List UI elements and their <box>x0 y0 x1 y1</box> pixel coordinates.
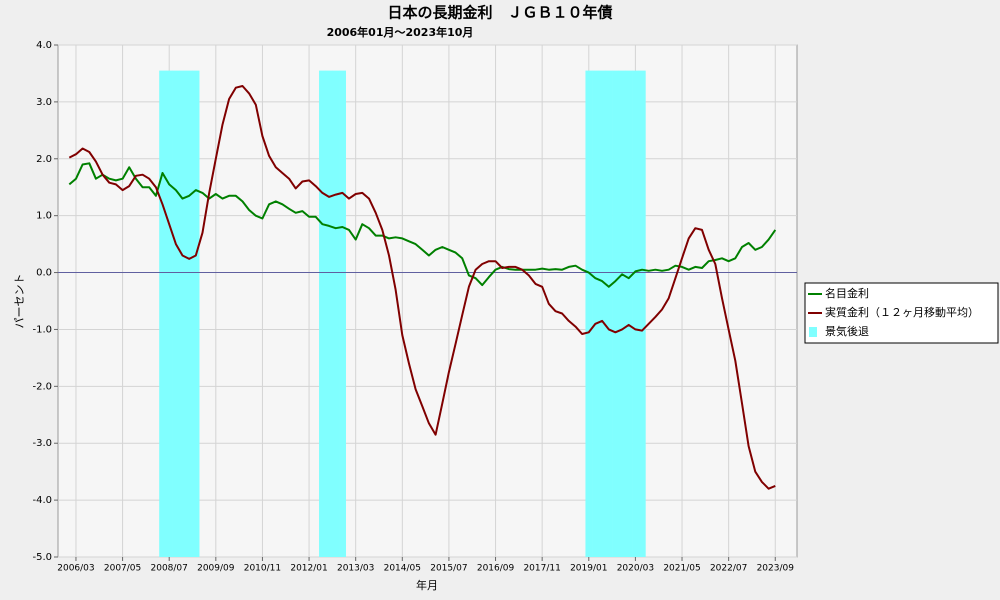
recession-bar <box>179 70 187 557</box>
y-tick-label: -3.0 <box>32 438 52 449</box>
recession-bar <box>585 70 593 557</box>
x-tick-label: 2010/11 <box>244 564 281 574</box>
x-tick-label: 2015/07 <box>430 564 467 574</box>
x-tick-label: 2014/05 <box>384 564 421 574</box>
recession-bar <box>325 70 333 557</box>
x-tick-label: 2012/01 <box>290 564 327 574</box>
y-tick-label: 3.0 <box>36 97 52 108</box>
legend-label: 実質金利（１２ヶ月移動平均） <box>825 305 979 319</box>
x-tick-label: 2006/03 <box>57 564 94 574</box>
y-tick-label: 1.0 <box>36 211 52 222</box>
x-tick-label: 2022/07 <box>710 564 747 574</box>
recession-bar <box>612 70 620 557</box>
chart-subtitle: 2006年01月～2023年10月 <box>327 25 474 39</box>
legend-box <box>804 282 999 344</box>
legend-label: 景気後退 <box>825 324 869 338</box>
x-axis-label: 年月 <box>416 578 438 592</box>
y-tick-label: 2.0 <box>36 154 52 165</box>
x-tick-label: 2016/09 <box>477 564 515 574</box>
x-tick-label: 2023/09 <box>757 564 795 574</box>
bars-layer <box>159 70 646 557</box>
recession-bar <box>618 70 626 557</box>
recession-bar <box>605 70 613 557</box>
recession-bar <box>172 70 180 557</box>
recession-bar <box>185 70 193 557</box>
recession-bar <box>638 70 646 557</box>
x-tick-label: 2009/09 <box>197 564 235 574</box>
x-tick-label: 2021/05 <box>663 564 700 574</box>
x-tick-label: 2019/01 <box>570 564 607 574</box>
recession-bar <box>165 70 173 557</box>
x-tick-label: 2020/03 <box>617 564 654 574</box>
recession-bar <box>319 70 327 557</box>
recession-bar <box>192 70 200 557</box>
y-tick-label: -5.0 <box>32 552 52 563</box>
recession-bar <box>592 70 600 557</box>
y-tick-label: 4.0 <box>36 40 52 51</box>
y-tick-label: -1.0 <box>32 324 52 335</box>
chart-title: 日本の長期金利 ＪＧＢ１０年債 <box>387 4 612 22</box>
recession-bar <box>339 70 346 557</box>
y-tick-label: -2.0 <box>32 381 52 392</box>
x-tick-label: 2008/07 <box>151 564 188 574</box>
legend-label: 名目金利 <box>825 286 869 300</box>
x-tick-label: 2017/11 <box>523 564 560 574</box>
x-tick-label: 2007/05 <box>104 564 141 574</box>
y-tick-label: -4.0 <box>32 495 52 506</box>
recession-bar <box>332 70 340 557</box>
recession-bar <box>625 70 633 557</box>
recession-bar <box>598 70 606 557</box>
x-tick-label: 2013/03 <box>337 564 374 574</box>
y-tick-label: 0.0 <box>36 268 52 279</box>
recession-bar <box>159 70 167 557</box>
series-line <box>68 85 776 490</box>
y-axis-label: パーセント <box>13 274 26 329</box>
series-line <box>68 162 777 288</box>
legend-swatch <box>809 327 817 337</box>
recession-bar <box>632 70 640 557</box>
